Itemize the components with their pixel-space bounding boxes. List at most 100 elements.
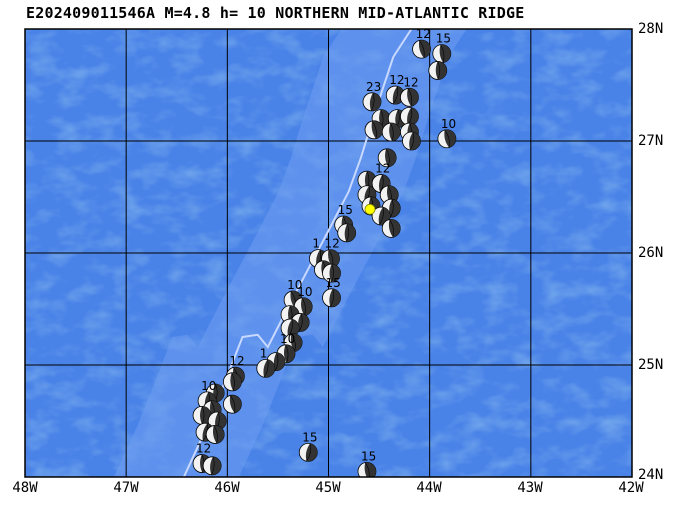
beachball-compression (210, 456, 222, 475)
beachball-compression (344, 223, 356, 242)
beachball-nodal-plane (229, 395, 236, 413)
focal-mechanism (205, 425, 225, 444)
beachball-compression (284, 344, 295, 363)
focal-mechanism (428, 61, 448, 80)
beachball-nodal-plane (444, 129, 450, 148)
mechanism-depth-label: 10 (297, 285, 312, 299)
beachball-compression (385, 148, 397, 167)
beachball-nodal-plane (213, 425, 218, 444)
beachball-compression (369, 92, 381, 111)
beachball-compression (298, 313, 310, 332)
beachball-compression (435, 61, 447, 80)
mechanism-depth-label: 15 (326, 276, 341, 290)
mechanism-depth-label: 10 (287, 278, 302, 292)
beachball-nodal-plane (385, 148, 390, 167)
focal-mechanism (322, 288, 341, 308)
beachball-compression (329, 288, 341, 307)
mechanism-depth-label: 12 (375, 162, 390, 176)
beachball-compression (301, 297, 313, 316)
beachball-nodal-plane (393, 86, 399, 105)
mechanism-depth-label: 10 (201, 379, 216, 393)
focal-mechanism (412, 39, 431, 59)
beachball-nodal-plane (440, 44, 445, 63)
beachball-nodal-plane (370, 92, 375, 111)
beachball-compression (389, 123, 401, 142)
focal-mechanism (256, 358, 276, 378)
beachball-nodal-plane (378, 207, 384, 226)
beachball-nodal-plane (201, 406, 205, 425)
beachball-nodal-plane (330, 288, 335, 307)
beachball-compression (379, 109, 391, 128)
mechanism-depth-label: 12 (229, 354, 244, 368)
mechanism-depth-label: 23 (366, 80, 381, 94)
focal-mechanism (337, 223, 357, 243)
beachball-nodal-plane (291, 333, 296, 352)
mechanism-depth-label: 12 (389, 73, 404, 87)
mechanism-depth-label: 12 (403, 75, 418, 89)
beachball-nodal-plane (298, 313, 303, 332)
mechanism-depth-label: 10 (280, 332, 295, 346)
beachball-nodal-plane (407, 88, 412, 107)
focal-mechanism (400, 87, 419, 107)
focal-mechanism (377, 148, 397, 168)
lat-label-28n: 28N (638, 21, 664, 37)
focal-mechanism (280, 318, 300, 338)
focal-mechanism (298, 442, 318, 462)
beachball-nodal-plane (306, 443, 311, 462)
beachball-compression (213, 384, 225, 402)
mechanism-depth-label: 15 (338, 203, 353, 217)
lat-label-25n: 25N (638, 357, 664, 373)
beachball-compression (439, 44, 451, 63)
beachball-nodal-plane (345, 223, 350, 242)
lon-label-42w: 42W (618, 480, 644, 496)
epicenter-marker (364, 203, 376, 215)
beachball-nodal-plane (211, 456, 215, 475)
beachball-nodal-plane (419, 40, 425, 58)
lon-label-47w: 47W (113, 480, 139, 496)
lat-label-24n: 24N (638, 467, 664, 483)
focal-mechanism (402, 131, 421, 151)
focal-mechanism (437, 129, 457, 149)
focal-mechanism (202, 456, 222, 476)
focal-mechanism (357, 462, 377, 477)
mechanism-depth-label: 12 (416, 27, 431, 41)
beachball-nodal-plane (437, 61, 441, 80)
beachball-nodal-plane (390, 122, 394, 142)
beachball-nodal-plane (301, 297, 306, 316)
beachball-nodal-plane (275, 352, 279, 371)
lon-label-46w: 46W (214, 480, 240, 496)
focal-mechanism (432, 44, 452, 64)
map-title: E202409011546A M=4.8 h= 10 NORTHERN MID-… (26, 4, 525, 22)
mechanism-depth-label: 1 (312, 237, 320, 251)
lon-label-45w: 45W (315, 480, 341, 496)
beachball-nodal-plane (371, 120, 377, 139)
beachball-compression (273, 352, 285, 371)
beachball-nodal-plane (263, 359, 269, 378)
map-frame (24, 28, 633, 478)
beachball-compression (230, 372, 242, 391)
beachball-nodal-plane (390, 199, 394, 218)
beachball-nodal-plane (409, 132, 414, 151)
beachball-nodal-plane (231, 372, 235, 391)
mechanism-depth-label: 15 (436, 32, 451, 46)
focal-mechanism (222, 394, 242, 414)
lon-label-43w: 43W (517, 480, 543, 496)
beachball-nodal-plane (331, 264, 334, 283)
focal-mechanism (222, 372, 242, 392)
lon-label-48w: 48W (12, 480, 38, 496)
focal-mechanism (362, 92, 382, 112)
mechanism-depth-label: 12 (196, 442, 211, 456)
beachball-nodal-plane (364, 462, 370, 477)
lat-label-26n: 26N (638, 245, 664, 261)
focal-mechanism (364, 120, 384, 140)
focal-mechanism (381, 218, 401, 238)
focal-mechanism (381, 122, 401, 142)
mechanism-depth-label: 15 (361, 449, 376, 463)
mechanism-depth-label: 12 (325, 237, 340, 251)
beachball-compression (329, 264, 341, 283)
beachball-nodal-plane (285, 344, 289, 363)
beachball-compression (389, 199, 401, 218)
mechanism-depth-label: 10 (441, 117, 456, 131)
